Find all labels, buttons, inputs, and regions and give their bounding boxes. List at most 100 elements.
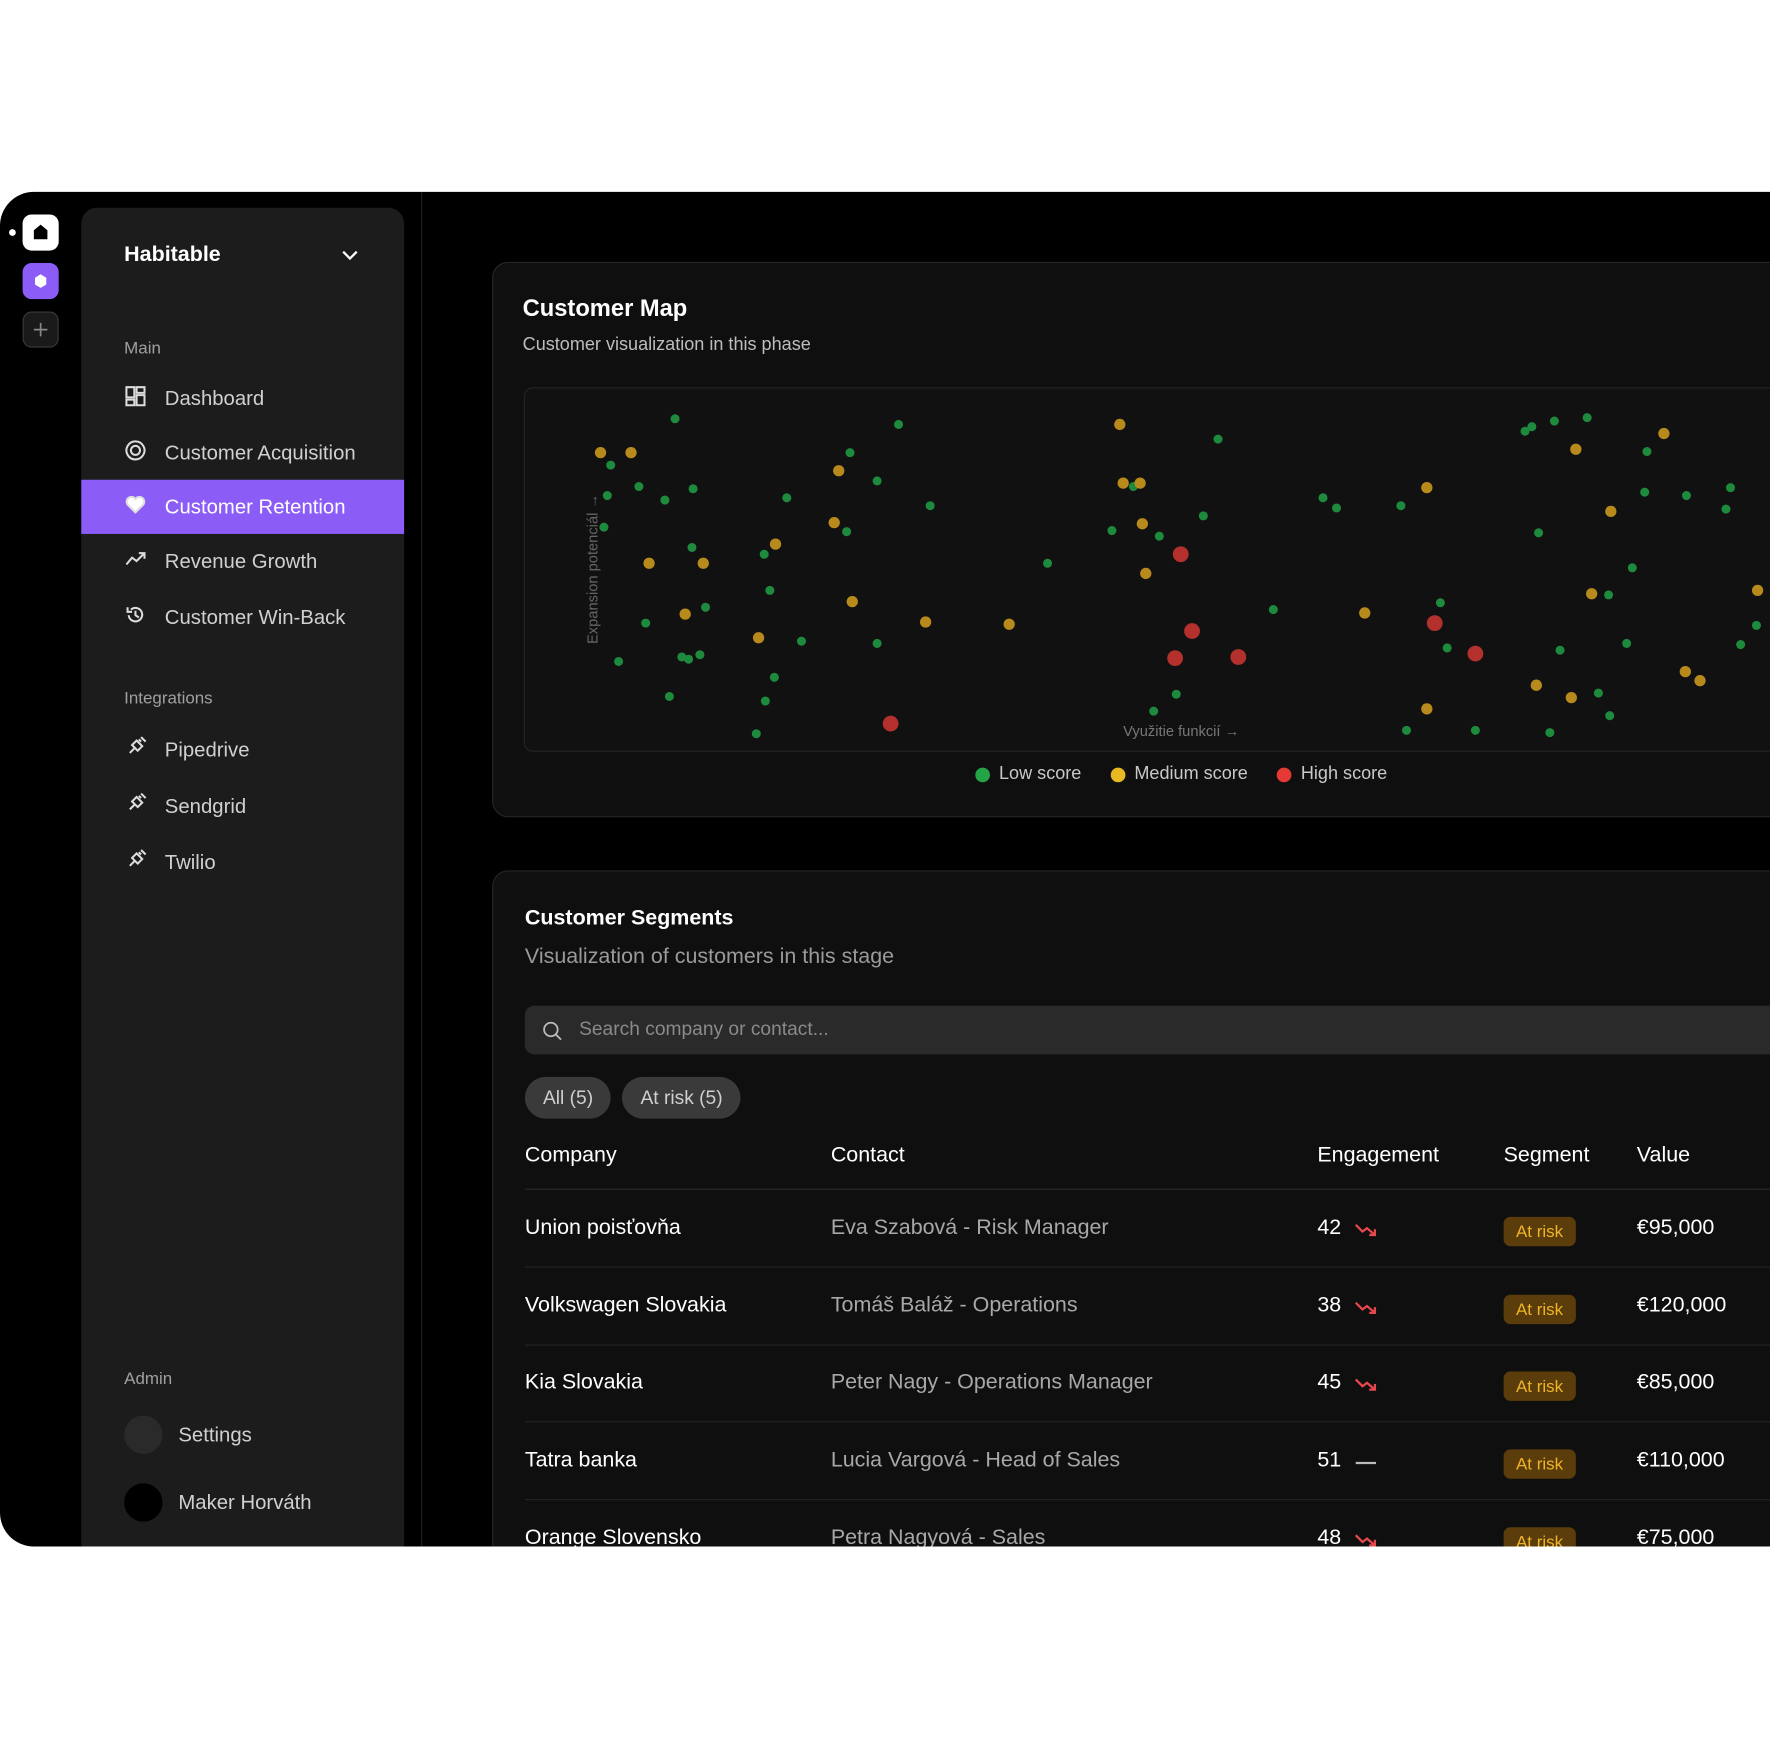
- customer-dot[interactable]: [759, 549, 769, 559]
- customer-dot[interactable]: [701, 602, 711, 612]
- customer-dot[interactable]: [752, 632, 765, 644]
- customer-dot[interactable]: [882, 715, 899, 732]
- customer-dot[interactable]: [1527, 422, 1537, 432]
- customer-dot[interactable]: [1318, 493, 1328, 503]
- customer-dot[interactable]: [1751, 584, 1764, 597]
- customer-dot[interactable]: [1396, 501, 1406, 511]
- customer-dot[interactable]: [641, 618, 651, 628]
- customer-dot[interactable]: [1725, 483, 1736, 493]
- customer-dot[interactable]: [769, 672, 779, 682]
- customer-dot[interactable]: [614, 656, 624, 667]
- customer-dot[interactable]: [1107, 526, 1117, 536]
- customer-dot[interactable]: [1134, 477, 1146, 489]
- customer-dot[interactable]: [1570, 443, 1582, 455]
- customer-dot[interactable]: [1694, 675, 1706, 687]
- customer-dot[interactable]: [664, 691, 674, 702]
- customer-dot[interactable]: [1359, 607, 1371, 619]
- customer-dot[interactable]: [1426, 615, 1443, 632]
- customer-dot[interactable]: [925, 501, 935, 511]
- customer-dot[interactable]: [1442, 643, 1452, 653]
- customer-dot[interactable]: [1549, 416, 1559, 426]
- customer-dot[interactable]: [688, 484, 698, 494]
- customer-dot[interactable]: [1470, 725, 1480, 735]
- customer-dot[interactable]: [1435, 598, 1445, 608]
- customer-dot[interactable]: [1751, 620, 1761, 630]
- customer-dot[interactable]: [1172, 546, 1189, 563]
- nav-item[interactable]: Revenue Growth: [81, 534, 404, 588]
- customer-dot[interactable]: [842, 527, 852, 537]
- customer-dot[interactable]: [919, 616, 932, 628]
- customer-dot[interactable]: [1627, 563, 1637, 573]
- customer-dot[interactable]: [1555, 645, 1565, 655]
- customer-dot[interactable]: [1154, 531, 1164, 541]
- home-button[interactable]: [22, 214, 59, 251]
- customer-dot[interactable]: [1421, 703, 1433, 715]
- customer-dot[interactable]: [697, 557, 709, 569]
- nav-item[interactable]: Customer Retention: [81, 479, 405, 534]
- customer-dot[interactable]: [643, 557, 655, 569]
- customer-dot[interactable]: [1332, 503, 1342, 513]
- customer-dot[interactable]: [1593, 688, 1603, 698]
- customer-dot[interactable]: [1605, 505, 1617, 518]
- customer-dot[interactable]: [677, 652, 687, 662]
- customer-dot[interactable]: [751, 729, 761, 739]
- customer-dot[interactable]: [1565, 691, 1577, 704]
- customer-dot[interactable]: [1721, 504, 1731, 514]
- customer-dot[interactable]: [599, 522, 609, 532]
- customer-dot[interactable]: [594, 447, 607, 459]
- customer-dot[interactable]: [833, 465, 845, 477]
- nav-item[interactable]: Customer Win-Back: [81, 590, 404, 644]
- nav-item[interactable]: Twilio: [81, 835, 404, 889]
- customer-dot[interactable]: [765, 585, 775, 595]
- customer-dot[interactable]: [796, 636, 806, 646]
- customer-dot[interactable]: [602, 491, 612, 501]
- customer-dot[interactable]: [1604, 590, 1614, 600]
- workspace-button[interactable]: [22, 263, 59, 300]
- customer-dot[interactable]: [1681, 491, 1691, 501]
- customer-dot[interactable]: [1149, 706, 1159, 716]
- customer-dot[interactable]: [769, 538, 782, 550]
- customer-dot[interactable]: [1421, 482, 1433, 494]
- customer-dot[interactable]: [782, 493, 792, 503]
- customer-dot[interactable]: [634, 482, 644, 492]
- workspace-dropdown[interactable]: [339, 244, 362, 267]
- customer-dot[interactable]: [1003, 618, 1015, 630]
- filter-pill[interactable]: All (5): [524, 1076, 612, 1119]
- customer-dot[interactable]: [1582, 413, 1592, 423]
- customer-dot[interactable]: [679, 608, 691, 620]
- customer-dot[interactable]: [828, 517, 840, 529]
- customer-dot[interactable]: [1114, 418, 1126, 431]
- customer-dot[interactable]: [1171, 689, 1181, 699]
- customer-dot[interactable]: [1198, 511, 1208, 521]
- customer-dot[interactable]: [846, 596, 858, 608]
- nav-item[interactable]: Customer Acquisition: [81, 426, 404, 480]
- customer-dot[interactable]: [660, 495, 670, 505]
- customer-dot[interactable]: [625, 447, 637, 459]
- customer-dot[interactable]: [1586, 588, 1598, 600]
- customer-dot[interactable]: [606, 460, 616, 470]
- customer-dot[interactable]: [894, 419, 904, 429]
- customer-dot[interactable]: [1658, 427, 1670, 440]
- customer-dot[interactable]: [1545, 728, 1555, 738]
- customer-dot[interactable]: [845, 448, 855, 458]
- customer-dot[interactable]: [1402, 725, 1412, 735]
- customer-dot[interactable]: [1530, 679, 1542, 691]
- customer-dot[interactable]: [1117, 477, 1129, 489]
- customer-dot[interactable]: [1534, 528, 1544, 538]
- customer-dot[interactable]: [687, 542, 697, 552]
- nav-item[interactable]: Maker Horváth: [81, 1475, 404, 1529]
- customer-dot[interactable]: [1640, 487, 1650, 497]
- customer-dot[interactable]: [1140, 567, 1152, 580]
- search-input[interactable]: Search company or contact...: [524, 1005, 1770, 1055]
- nav-item[interactable]: Pipedrive: [81, 722, 404, 776]
- customer-dot[interactable]: [1736, 640, 1746, 650]
- customer-dot[interactable]: [1605, 711, 1615, 721]
- customer-dot[interactable]: [1184, 623, 1200, 639]
- customer-dot[interactable]: [1230, 649, 1247, 665]
- nav-item[interactable]: Settings: [81, 1408, 404, 1462]
- customer-dot[interactable]: [1622, 638, 1632, 648]
- customer-dot[interactable]: [1467, 645, 1484, 662]
- nav-item[interactable]: Dashboard: [81, 371, 404, 425]
- customer-dot[interactable]: [872, 638, 882, 648]
- customer-dot[interactable]: [670, 414, 680, 424]
